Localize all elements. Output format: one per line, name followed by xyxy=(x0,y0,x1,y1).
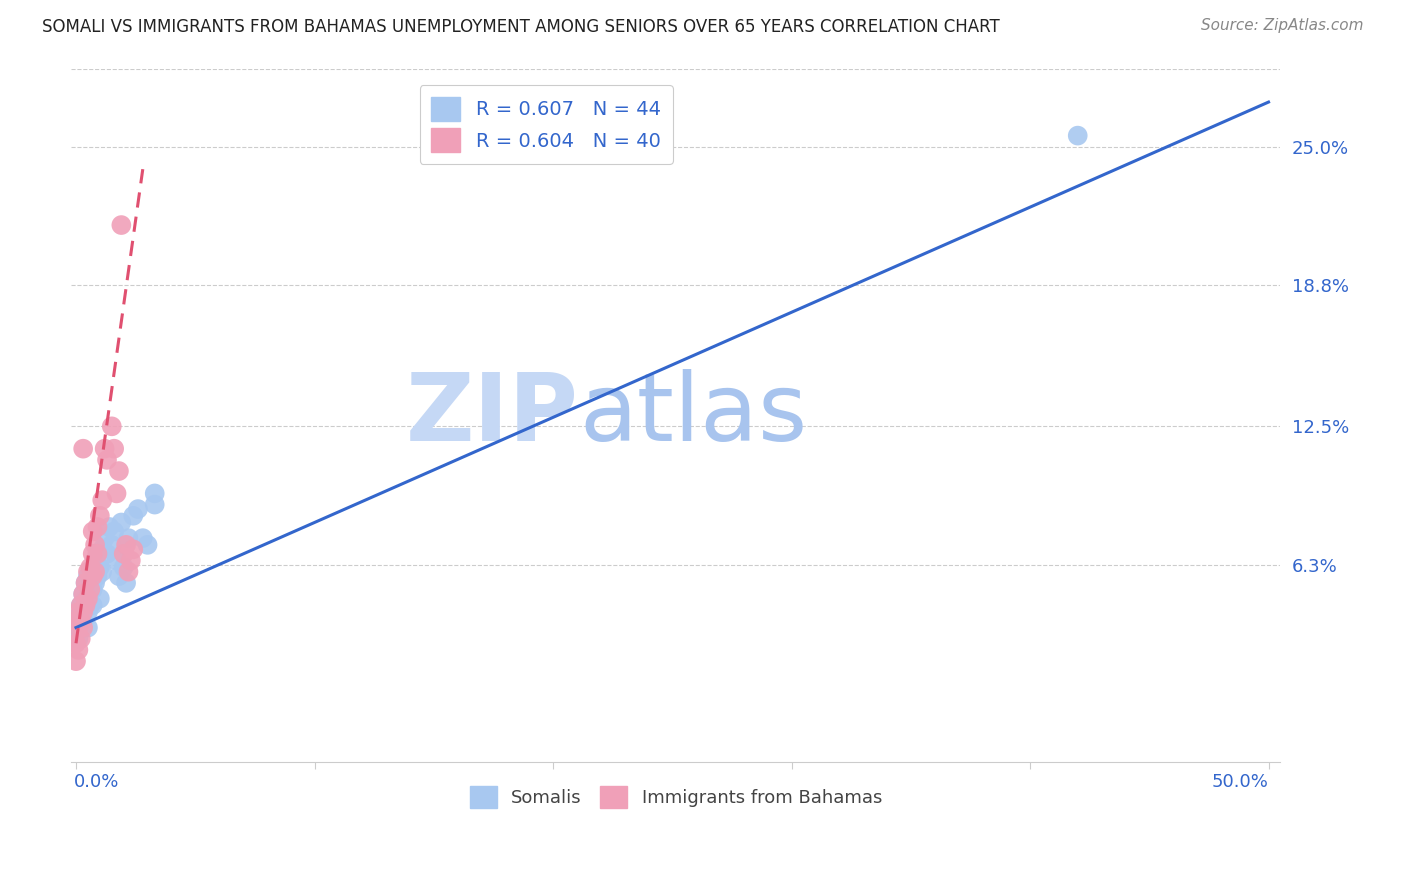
Point xyxy=(117,565,139,579)
Text: 0.0%: 0.0% xyxy=(73,773,120,791)
Point xyxy=(82,565,104,579)
Point xyxy=(72,605,94,619)
Point xyxy=(84,565,107,579)
Point xyxy=(77,569,100,583)
Point xyxy=(122,542,145,557)
Point xyxy=(72,587,94,601)
Point xyxy=(65,621,87,635)
Point xyxy=(67,605,90,619)
Point xyxy=(84,575,107,590)
Point xyxy=(67,632,90,646)
Point xyxy=(127,502,149,516)
Point xyxy=(75,599,97,613)
Point xyxy=(132,531,155,545)
Point xyxy=(65,636,87,650)
Point xyxy=(84,538,107,552)
Point xyxy=(86,547,108,561)
Point xyxy=(84,553,107,567)
Point xyxy=(69,599,91,613)
Point xyxy=(69,614,91,628)
Point xyxy=(101,538,124,552)
Point xyxy=(72,621,94,635)
Point xyxy=(105,486,128,500)
Point xyxy=(72,605,94,619)
Point xyxy=(67,643,90,657)
Point xyxy=(96,453,118,467)
Point xyxy=(101,419,124,434)
Point xyxy=(117,531,139,545)
Point xyxy=(89,560,111,574)
Point xyxy=(115,538,138,552)
Point xyxy=(112,560,135,574)
Text: 50.0%: 50.0% xyxy=(1212,773,1268,791)
Point xyxy=(77,565,100,579)
Point xyxy=(120,553,142,567)
Point xyxy=(72,587,94,601)
Point xyxy=(143,486,166,500)
Point xyxy=(98,520,121,534)
Point xyxy=(65,654,87,668)
Point xyxy=(112,547,135,561)
Point xyxy=(91,542,114,557)
Point xyxy=(69,614,91,628)
Point xyxy=(82,547,104,561)
Point xyxy=(72,442,94,456)
Point xyxy=(108,464,131,478)
Legend: Somalis, Immigrants from Bahamas: Somalis, Immigrants from Bahamas xyxy=(463,779,889,815)
Point xyxy=(86,520,108,534)
Point xyxy=(115,575,138,590)
Point xyxy=(82,582,104,597)
Point xyxy=(89,508,111,523)
Point xyxy=(77,621,100,635)
Point xyxy=(82,599,104,613)
Point xyxy=(91,493,114,508)
Point xyxy=(79,599,101,613)
Text: Source: ZipAtlas.com: Source: ZipAtlas.com xyxy=(1201,18,1364,33)
Point xyxy=(82,524,104,539)
Point xyxy=(77,605,100,619)
Text: SOMALI VS IMMIGRANTS FROM BAHAMAS UNEMPLOYMENT AMONG SENIORS OVER 65 YEARS CORRE: SOMALI VS IMMIGRANTS FROM BAHAMAS UNEMPL… xyxy=(42,18,1000,36)
Point xyxy=(67,609,90,624)
Point xyxy=(91,565,114,579)
Point xyxy=(72,614,94,628)
Point xyxy=(122,508,145,523)
Text: atlas: atlas xyxy=(579,369,807,461)
Y-axis label: Unemployment Among Seniors over 65 years: Unemployment Among Seniors over 65 years xyxy=(0,241,7,590)
Point xyxy=(93,531,115,545)
Point xyxy=(79,582,101,597)
Text: ZIP: ZIP xyxy=(406,369,579,461)
Point xyxy=(77,591,100,606)
Point xyxy=(93,442,115,456)
Point xyxy=(75,591,97,606)
Point xyxy=(69,599,91,613)
Point xyxy=(89,591,111,606)
Point xyxy=(79,582,101,597)
Point xyxy=(67,621,90,635)
Point xyxy=(69,632,91,646)
Point xyxy=(86,569,108,583)
Point xyxy=(65,614,87,628)
Point xyxy=(103,442,125,456)
Point xyxy=(105,553,128,567)
Point xyxy=(86,547,108,561)
Point xyxy=(143,498,166,512)
Point xyxy=(96,547,118,561)
Point xyxy=(108,569,131,583)
Point xyxy=(110,218,132,232)
Point xyxy=(82,569,104,583)
Point xyxy=(136,538,159,552)
Point xyxy=(1067,128,1090,143)
Point xyxy=(75,575,97,590)
Point xyxy=(75,575,97,590)
Point xyxy=(110,516,132,530)
Point xyxy=(103,524,125,539)
Point xyxy=(79,560,101,574)
